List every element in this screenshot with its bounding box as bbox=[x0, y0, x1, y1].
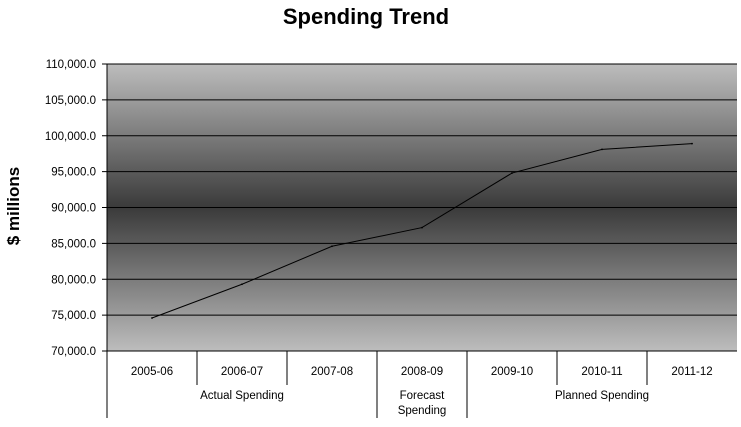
y-tick-label: 100,000.0 bbox=[45, 131, 96, 143]
data-point bbox=[601, 148, 603, 151]
x-tick-label: 2007-08 bbox=[311, 366, 353, 378]
y-tick-label: 110,000.0 bbox=[46, 59, 96, 71]
y-tick-label: 90,000.0 bbox=[51, 203, 96, 215]
data-point bbox=[331, 245, 333, 248]
y-tick-label: 80,000.0 bbox=[51, 274, 96, 286]
y-tick-label: 70,000.0 bbox=[51, 346, 96, 358]
x-tick-label: 2005-06 bbox=[131, 366, 173, 378]
y-axis-ticks: 70,000.0 75,000.0 80,000.0 85,000.0 90,000.0… bbox=[45, 59, 107, 358]
x-tick-label: 2010-11 bbox=[581, 366, 622, 378]
y-tick-label: 75,000.0 bbox=[51, 310, 96, 322]
data-point bbox=[241, 283, 243, 286]
data-point bbox=[421, 226, 423, 229]
y-tick-label: 85,000.0 bbox=[51, 238, 96, 250]
x-group-label: Spending bbox=[398, 405, 447, 417]
x-group-label: Actual Spending bbox=[200, 390, 284, 402]
series-layer bbox=[151, 142, 693, 319]
x-tick-label: 2008-09 bbox=[401, 366, 443, 378]
x-tick-label: 2009-10 bbox=[491, 366, 533, 378]
x-tick-label: 2011-12 bbox=[671, 366, 712, 378]
axes bbox=[106, 64, 737, 418]
data-point bbox=[151, 317, 153, 319]
y-tick-label: 95,000.0 bbox=[51, 167, 96, 179]
x-tick-label: 2006-07 bbox=[221, 366, 263, 378]
y-tick-label: 105,000.0 bbox=[45, 95, 96, 107]
y-axis-label: $ millions bbox=[4, 167, 23, 245]
x-axis-categories: 2005-06 2006-07 2007-08 2008-09 2009-10 2010-… bbox=[131, 351, 713, 385]
data-point bbox=[691, 142, 693, 145]
x-group-label: Forecast bbox=[400, 390, 446, 402]
chart-title: Spending Trend bbox=[283, 4, 449, 29]
data-point bbox=[511, 172, 513, 174]
gridlines bbox=[107, 63, 737, 316]
x-axis-groups: Actual Spending Forecast Spending Planned S… bbox=[200, 385, 649, 418]
x-group-label: Planned Spending bbox=[555, 390, 649, 402]
